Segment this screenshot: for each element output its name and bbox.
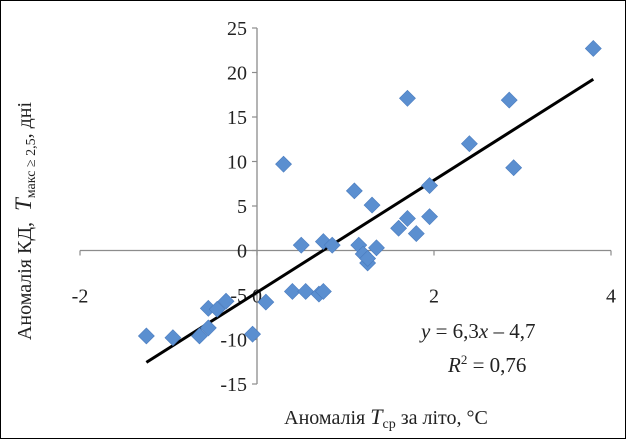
data-point [399, 89, 416, 107]
regression-equation: y = 6,3x – 4,7 [419, 319, 536, 343]
data-point [359, 250, 377, 267]
data-point [368, 239, 385, 257]
data-point [292, 236, 310, 254]
data-point [137, 327, 155, 345]
y-tick-label: 20 [227, 63, 247, 85]
y-tick-label: -10 [220, 330, 247, 352]
data-point [314, 283, 332, 300]
data-point [275, 155, 292, 173]
data-point [257, 293, 275, 311]
x-tick-label: 4 [606, 286, 616, 308]
y-axis-label: Аномалія КД, Tмакс ≥ 2,5, дні [11, 101, 39, 340]
y-tick-label: -15 [220, 374, 247, 396]
y-tick-label: 15 [227, 107, 247, 129]
data-point [407, 225, 425, 243]
x-tick-label: -2 [72, 286, 89, 308]
y-tick-label: 5 [237, 196, 247, 218]
y-tick-label: 10 [227, 152, 247, 174]
data-point [164, 329, 182, 347]
data-point [199, 319, 217, 337]
x-tick-label: 0 [252, 286, 262, 308]
data-point [208, 300, 226, 318]
data-point [283, 283, 301, 300]
y-tick-label: 25 [227, 18, 247, 40]
x-tick-label: 2 [429, 286, 439, 308]
data-point [460, 135, 478, 153]
r-squared-label: R2 = 0,76 [447, 352, 526, 377]
data-point [297, 283, 315, 300]
data-point [345, 182, 363, 200]
trend-line [145, 77, 595, 364]
data-point [323, 236, 341, 254]
data-points [137, 40, 602, 347]
data-point [584, 40, 602, 57]
data-point [363, 196, 381, 214]
data-point [390, 219, 408, 237]
data-point [421, 177, 438, 194]
y-tick-label: 0 [237, 241, 247, 263]
data-point [244, 325, 261, 343]
data-point [500, 91, 518, 109]
axes-layer [79, 27, 612, 385]
data-point [421, 208, 438, 226]
data-point [191, 327, 208, 345]
data-point [217, 292, 235, 310]
data-point [399, 210, 416, 227]
x-axis-label: Аномалія Tср за літо, °С [284, 404, 488, 432]
data-point [505, 159, 523, 177]
